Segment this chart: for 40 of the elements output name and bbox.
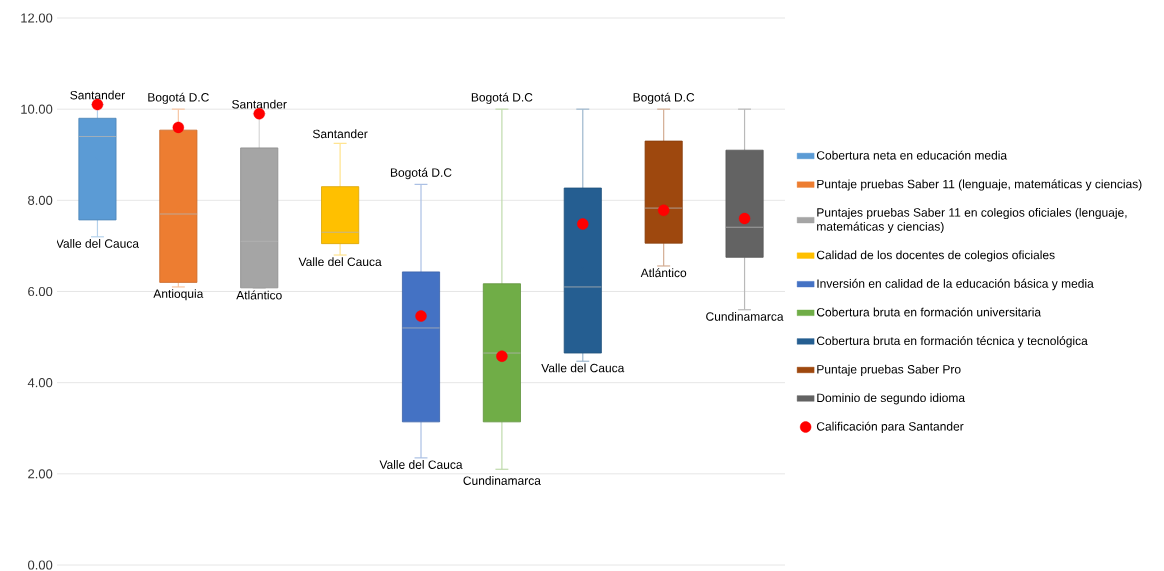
annotation: Bogotá D.C	[390, 167, 452, 180]
y-tick-label: 12.00	[21, 13, 53, 23]
y-tick-label: 0.00	[28, 560, 53, 570]
annotation: Atlántico	[640, 268, 687, 278]
y-tick-label: 2.00	[28, 469, 53, 479]
annotation: Bogotá D.C	[471, 92, 533, 104]
legend-label: Puntaje pruebas Saber Pro	[817, 364, 961, 376]
annotation: Santander	[312, 129, 368, 139]
y-tick-label: 10.00	[21, 104, 53, 114]
annotation: Bogotá D.C	[148, 92, 209, 104]
point	[577, 218, 589, 230]
annotation: Santander	[232, 99, 287, 109]
annotation: Bogotá D.C	[633, 92, 695, 104]
annotation: Valle del Cauca	[379, 460, 463, 469]
annotation: Santander	[70, 90, 125, 100]
annotation: Valle del Cauca	[55, 238, 139, 248]
legend-label: Inversión en calidad de la educación básica y media	[817, 278, 1094, 291]
legend-label: Puntaje pruebas Saber 11 (lenguaje, matemáticas y ciencias)	[817, 179, 1142, 191]
y-tick-label: 6.00	[28, 286, 53, 297]
legend-label: Cobertura bruta en formación universitaria	[816, 307, 1042, 317]
annotation: Cundinamarca	[706, 311, 784, 321]
annotation: Valle del Cauca	[298, 257, 382, 267]
legend-label: Calidad de los docentes de colegios oficiales	[816, 250, 1055, 262]
point	[657, 204, 670, 217]
point	[253, 108, 265, 120]
point	[738, 212, 751, 225]
point	[415, 310, 427, 322]
legend-label: Calificación para Santander	[816, 421, 964, 434]
legend-label: Cobertura neta en educación media	[816, 150, 1008, 160]
annotation: Antioquia	[153, 289, 204, 301]
legend-label: Cobertura bruta en formación técnica y tecnológica	[816, 336, 1088, 348]
y-tick-label: 4.00	[27, 378, 53, 388]
y-tick-label: 8.00	[28, 195, 53, 205]
point	[496, 350, 508, 362]
annotation: Atlántico	[236, 290, 282, 300]
annotation: Valle del Cauca	[541, 363, 625, 373]
annotation: Cundinamarca	[463, 476, 541, 485]
point	[172, 121, 185, 134]
legend-label: Puntajes pruebas Saber 11 en colegios oficiales (lenguaje, matemáticas y ciencias)	[817, 207, 1127, 234]
legend-label: Dominio de segundo idioma	[817, 393, 966, 405]
